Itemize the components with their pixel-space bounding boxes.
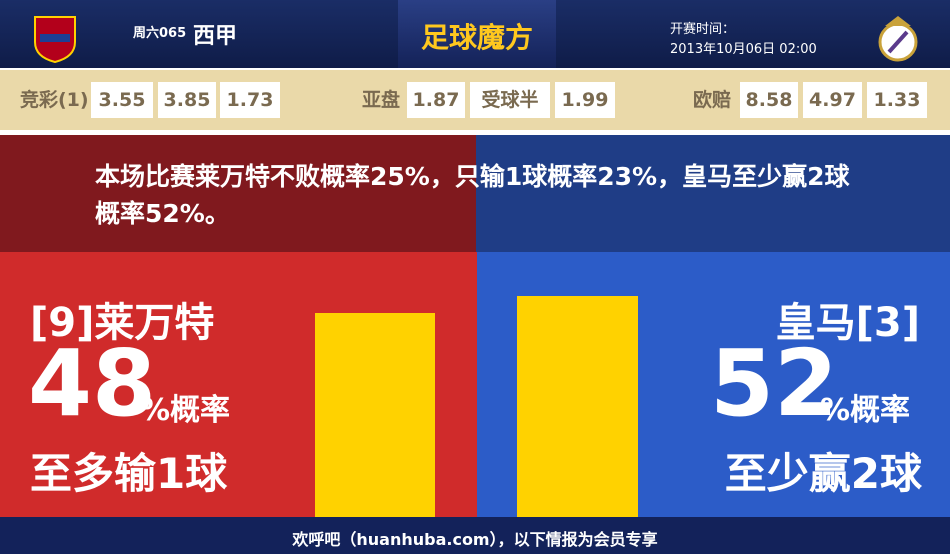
away-suffix: %概率 bbox=[820, 393, 911, 428]
odds-value: 3.55 bbox=[91, 82, 153, 118]
summary-left bbox=[0, 135, 476, 252]
odds-value: 1.73 bbox=[220, 82, 280, 118]
league: 西甲 bbox=[193, 24, 238, 49]
away-outcome: 至少赢2球 bbox=[724, 449, 922, 498]
odds-label: 欧赔 bbox=[693, 89, 732, 111]
odds-value: 1.33 bbox=[867, 82, 927, 118]
away-logo bbox=[878, 16, 918, 62]
odds-value: 3.85 bbox=[158, 82, 216, 118]
odds-label: 亚盘 bbox=[362, 89, 401, 111]
odds-value: 8.58 bbox=[740, 82, 798, 118]
odds-value: 受球半 bbox=[470, 82, 550, 118]
home-team: [9]莱万特 bbox=[30, 300, 215, 346]
away-team: 皇马[3] bbox=[775, 300, 920, 346]
match-no: 周六065 bbox=[133, 26, 187, 41]
home-probability: 48 bbox=[28, 330, 157, 437]
home-outcome: 至多输1球 bbox=[30, 449, 228, 498]
home-suffix: %概率 bbox=[140, 393, 231, 428]
bar bbox=[517, 296, 638, 517]
footer-bar bbox=[0, 517, 950, 554]
summary: 本场比赛莱万特不败概率25%，只输1球概率23%，皇马至少赢2球概率52%。 bbox=[95, 162, 850, 228]
kickoff-time: 2013年10月06日 02:00 bbox=[670, 42, 817, 57]
odds-value: 1.99 bbox=[555, 82, 615, 118]
brand: 足球魔方 bbox=[420, 21, 533, 54]
footer: 欢呼吧（huanhuba.com），以下情报为会员专享 bbox=[292, 530, 658, 549]
odds-label: 竞彩(1) bbox=[20, 89, 89, 111]
odds-value: 4.97 bbox=[803, 82, 862, 118]
summary-right bbox=[476, 135, 950, 252]
home-logo bbox=[34, 16, 76, 64]
odds-value: 1.87 bbox=[407, 82, 465, 118]
bar bbox=[315, 313, 435, 517]
away-probability: 52 bbox=[710, 330, 839, 437]
brand-box bbox=[398, 0, 556, 68]
kickoff-label: 开赛时间： bbox=[670, 22, 736, 37]
